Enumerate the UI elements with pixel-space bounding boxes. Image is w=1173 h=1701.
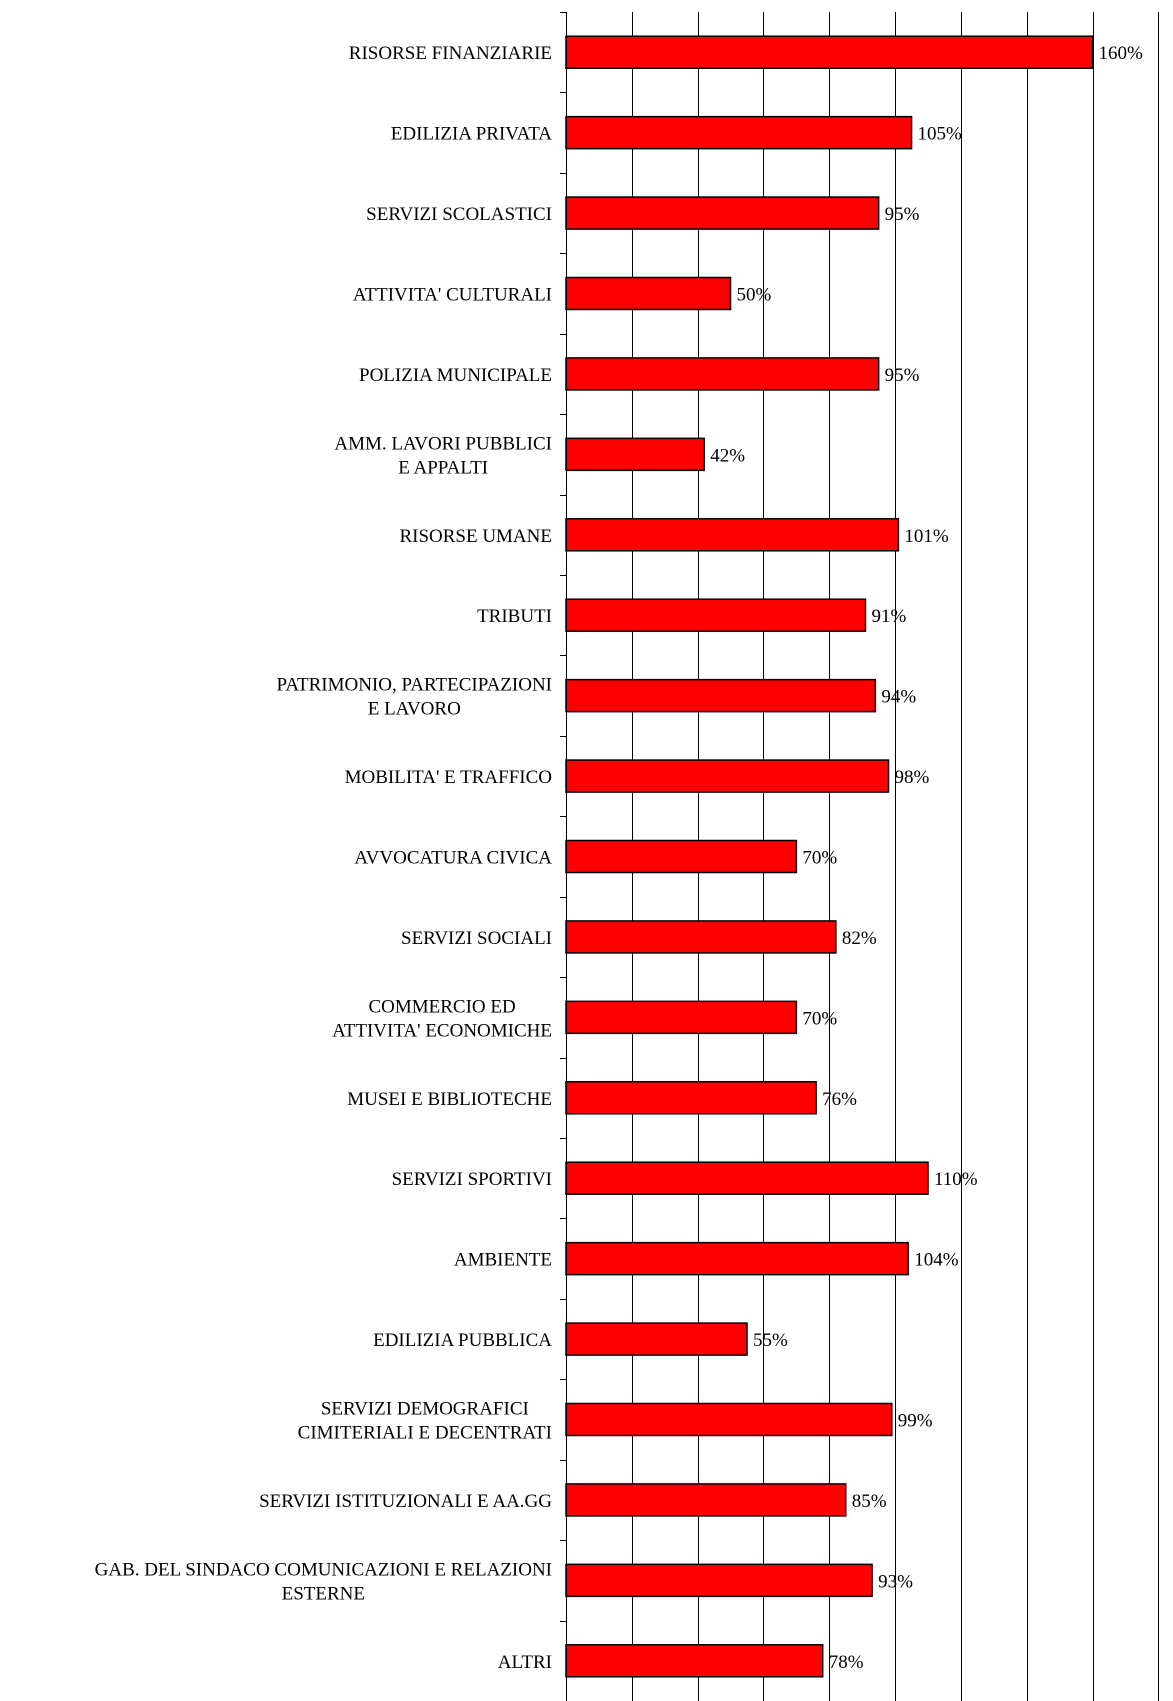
category-label-line: SERVIZI SOCIALI xyxy=(401,928,552,949)
category-label: SERVIZI SPORTIVI xyxy=(392,1169,552,1190)
value-label: 50% xyxy=(737,285,772,306)
bar xyxy=(565,1644,824,1678)
value-label: 55% xyxy=(753,1330,788,1351)
category-label-line: CIMITERIALI E DECENTRATI xyxy=(298,1423,552,1444)
category-label: EDILIZIA PUBBLICA xyxy=(373,1330,552,1351)
category-label-line: ATTIVITA' ECONOMICHE xyxy=(332,1020,552,1041)
bar xyxy=(565,518,900,552)
bar xyxy=(565,1483,847,1517)
value-label: 70% xyxy=(802,1008,837,1029)
value-label: 85% xyxy=(852,1491,887,1512)
category-label-line: SERVIZI ISTITUZIONALI E AA.GG xyxy=(259,1491,552,1512)
category-label-line: SERVIZI DEMOGRAFICI xyxy=(321,1399,529,1420)
bar xyxy=(565,276,732,311)
value-label: 82% xyxy=(842,928,877,949)
bar xyxy=(565,759,890,793)
category-label: SERVIZI SCOLASTICI xyxy=(366,204,552,225)
value-label: 70% xyxy=(802,848,837,869)
category-label: AMM. LAVORI PUBBLICI E APPALTI xyxy=(334,433,552,478)
category-label-line: SERVIZI SPORTIVI xyxy=(392,1169,552,1190)
category-label-line: EDILIZIA PRIVATA xyxy=(391,124,552,145)
category-label: SERVIZI SOCIALI xyxy=(401,928,552,949)
bar xyxy=(565,35,1094,69)
value-label: 76% xyxy=(822,1089,857,1110)
bar xyxy=(565,115,913,150)
bar xyxy=(565,437,705,472)
value-label: 99% xyxy=(898,1411,933,1432)
category-label-line: EDILIZIA PUBBLICA xyxy=(373,1330,552,1351)
category-label-line: AMBIENTE xyxy=(454,1250,552,1271)
value-label: 101% xyxy=(904,526,949,547)
category-label: EDILIZIA PRIVATA xyxy=(391,124,552,145)
bar xyxy=(565,839,798,874)
category-label: SERVIZI ISTITUZIONALI E AA.GG xyxy=(259,1491,552,1512)
category-label: AVVOCATURA CIVICA xyxy=(354,848,552,869)
category-label: MOBILITA' E TRAFFICO xyxy=(345,767,552,788)
category-label-line: COMMERCIO ED xyxy=(368,996,515,1017)
bar xyxy=(565,1563,873,1598)
category-label: COMMERCIO ED ATTIVITA' ECONOMICHE xyxy=(332,996,552,1041)
category-label-line: ATTIVITA' CULTURALI xyxy=(353,285,552,306)
bar xyxy=(565,1000,798,1035)
category-label-line: MUSEI E BIBLIOTECHE xyxy=(347,1089,552,1110)
bar xyxy=(565,1402,893,1437)
category-labels: RISORSE FINANZIARIE EDILIZIA PRIVATA SERVI… xyxy=(95,43,553,1673)
value-label: 160% xyxy=(1099,43,1144,64)
value-label: 95% xyxy=(885,365,920,386)
bar xyxy=(565,920,837,954)
category-label: RISORSE UMANE xyxy=(399,526,552,547)
category-label: TRIBUTI xyxy=(477,606,552,627)
value-label: 94% xyxy=(881,687,916,708)
category-label: POLIZIA MUNICIPALE xyxy=(359,365,552,386)
category-label-line: ESTERNE xyxy=(282,1583,365,1604)
bar xyxy=(565,598,867,632)
bar xyxy=(565,1081,817,1115)
category-label-line: MOBILITA' E TRAFFICO xyxy=(345,767,552,788)
category-label: PATRIMONIO, PARTECIPAZIONI E LAVORO xyxy=(277,675,552,720)
category-label-line: RISORSE FINANZIARIE xyxy=(349,43,552,64)
category-label: ALTRI xyxy=(498,1652,552,1673)
category-label-line: GAB. DEL SINDACO COMUNICAZIONI E RELAZIO… xyxy=(95,1559,552,1580)
value-label: 98% xyxy=(895,767,930,788)
bar xyxy=(565,357,880,391)
category-label: GAB. DEL SINDACO COMUNICAZIONI E RELAZIO… xyxy=(95,1559,552,1604)
bar xyxy=(565,678,877,713)
category-label-line: ALTRI xyxy=(498,1652,552,1673)
category-label: MUSEI E BIBLIOTECHE xyxy=(347,1089,552,1110)
value-label: 95% xyxy=(885,204,920,225)
bar xyxy=(565,1322,748,1356)
value-label: 78% xyxy=(829,1652,864,1673)
category-label: SERVIZI DEMOGRAFICI CIMITERIALI E DECENTR… xyxy=(298,1399,552,1444)
bar xyxy=(565,196,880,230)
value-label: 104% xyxy=(914,1250,959,1271)
value-label: 110% xyxy=(934,1169,978,1190)
category-label: AMBIENTE xyxy=(454,1250,552,1271)
value-label: 42% xyxy=(710,445,745,466)
category-label-line: E LAVORO xyxy=(368,699,461,720)
value-label: 91% xyxy=(871,606,906,627)
category-axis xyxy=(560,12,567,1701)
category-label-line: POLIZIA MUNICIPALE xyxy=(359,365,552,386)
category-label-line: RISORSE UMANE xyxy=(399,526,552,547)
category-label-line: AMM. LAVORI PUBBLICI xyxy=(334,433,552,454)
category-label-line: AVVOCATURA CIVICA xyxy=(354,848,552,869)
category-label-line: E APPALTI xyxy=(398,457,488,478)
value-label: 93% xyxy=(878,1571,913,1592)
value-label: 105% xyxy=(918,124,963,145)
category-label: RISORSE FINANZIARIE xyxy=(349,43,552,64)
category-label: ATTIVITA' CULTURALI xyxy=(353,285,552,306)
bars xyxy=(565,35,1094,1678)
category-label-line: SERVIZI SCOLASTICI xyxy=(366,204,552,225)
category-label-line: TRIBUTI xyxy=(477,606,552,627)
bar xyxy=(565,1241,910,1276)
bar xyxy=(565,1161,929,1195)
category-label-line: PATRIMONIO, PARTECIPAZIONI xyxy=(277,675,552,696)
value-labels: 160% 105% 95% 50% 95% 42% 101% 91% 94% 98% 70% 82% 7… xyxy=(710,43,1143,1673)
